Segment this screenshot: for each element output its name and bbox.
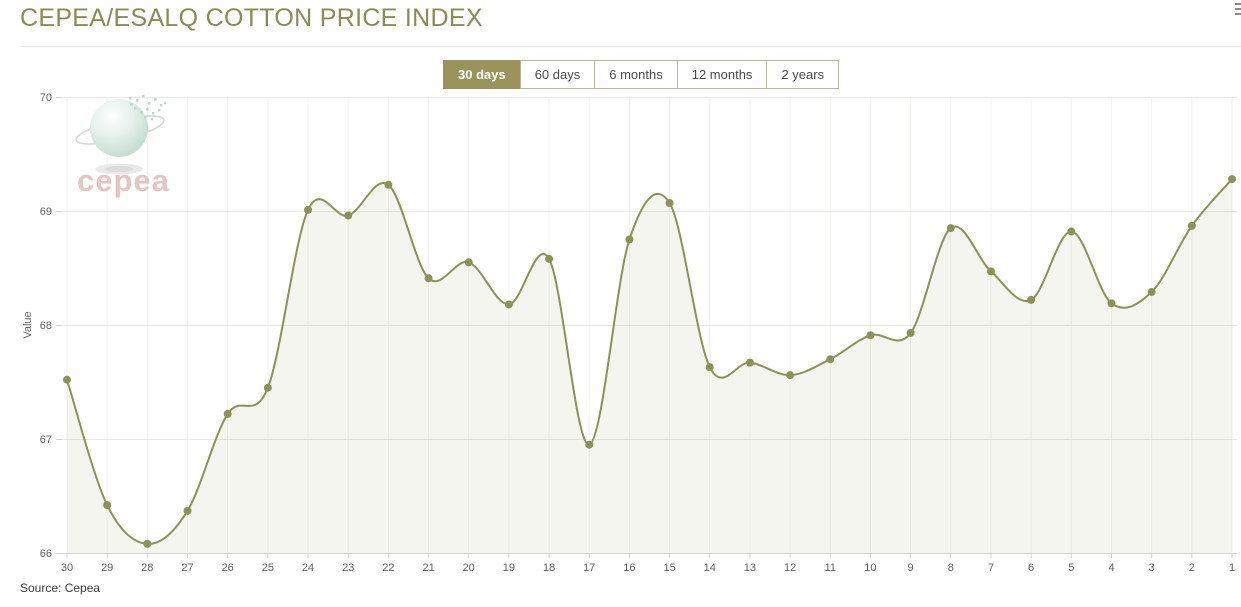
- svg-text:1: 1: [1229, 562, 1235, 574]
- svg-text:16: 16: [623, 562, 635, 574]
- svg-text:70: 70: [40, 92, 52, 104]
- menu-bar: [1235, 13, 1241, 15]
- period-button-30-days[interactable]: 30 days: [443, 60, 521, 89]
- y-gridlines: [62, 97, 1237, 440]
- svg-text:25: 25: [262, 562, 274, 574]
- x-axis-labels: 30 29 28 27 26 25 24 23 22 21 20 19 18 17 16 15 14 13 12 11…: [61, 562, 1235, 574]
- svg-text:21: 21: [422, 562, 434, 574]
- svg-text:24: 24: [302, 562, 314, 574]
- area-series: [67, 179, 1232, 553]
- svg-text:67: 67: [40, 434, 52, 446]
- period-button-2-years[interactable]: 2 years: [766, 60, 840, 89]
- svg-text:20: 20: [463, 562, 475, 574]
- cepea-logo: cepea: [75, 95, 170, 198]
- svg-text:4: 4: [1108, 562, 1114, 574]
- menu-bar: [1235, 8, 1241, 10]
- svg-text:29: 29: [101, 562, 113, 574]
- globe-shadow: [95, 163, 143, 175]
- svg-text:9: 9: [908, 562, 914, 574]
- svg-text:30: 30: [61, 562, 73, 574]
- y-axis-title: Value: [22, 311, 34, 338]
- svg-text:66: 66: [40, 548, 52, 560]
- chart-menu-icon[interactable]: [1235, 3, 1241, 21]
- x-axis: [62, 553, 1237, 558]
- source-note: Source: Cepea: [20, 581, 101, 595]
- svg-text:68: 68: [40, 320, 52, 332]
- svg-text:17: 17: [583, 562, 595, 574]
- svg-text:19: 19: [503, 562, 515, 574]
- svg-text:23: 23: [342, 562, 354, 574]
- period-button-6-months[interactable]: 6 months: [594, 60, 678, 89]
- menu-bar: [1235, 3, 1241, 5]
- svg-text:28: 28: [141, 562, 153, 574]
- period-button-12-months[interactable]: 12 months: [676, 60, 768, 89]
- svg-text:69: 69: [40, 206, 52, 218]
- period-button-60-days[interactable]: 60 days: [519, 60, 596, 89]
- page-title: CEPEA/ESALQ COTTON PRICE INDEX: [20, 4, 483, 32]
- svg-text:13: 13: [744, 562, 756, 574]
- title-divider: [20, 46, 1241, 47]
- svg-text:6: 6: [1028, 562, 1034, 574]
- price-chart[interactable]: 30 29 28 27 26 25 24 23 22 21 20 19 18 17 16 15 14 13 12 11…: [0, 90, 1241, 585]
- svg-text:11: 11: [825, 562, 836, 574]
- svg-text:2: 2: [1189, 562, 1195, 574]
- svg-text:12: 12: [784, 562, 796, 574]
- y-axis: [56, 97, 62, 554]
- price-chart-svg[interactable]: 30 29 28 27 26 25 24 23 22 21 20 19 18 17 16 15 14 13 12 11…: [0, 90, 1241, 585]
- cepea-wordmark: cepea: [77, 163, 170, 198]
- globe-icon: [90, 99, 148, 157]
- svg-text:Value: Value: [22, 311, 34, 338]
- svg-text:15: 15: [663, 562, 675, 574]
- svg-text:27: 27: [181, 562, 193, 574]
- svg-text:18: 18: [543, 562, 555, 574]
- svg-text:10: 10: [864, 562, 876, 574]
- data-point-markers: [63, 175, 1236, 548]
- svg-text:8: 8: [948, 562, 954, 574]
- svg-text:5: 5: [1068, 562, 1074, 574]
- svg-text:22: 22: [382, 562, 394, 574]
- period-selector: 30 days 60 days 6 months 12 months 2 yea…: [443, 60, 840, 89]
- globe-speckles: [129, 95, 167, 121]
- svg-text:7: 7: [988, 562, 994, 574]
- y-axis-labels: 66 67 68 69 70: [40, 92, 52, 560]
- svg-text:14: 14: [704, 562, 716, 574]
- svg-text:26: 26: [222, 562, 234, 574]
- svg-text:3: 3: [1149, 562, 1155, 574]
